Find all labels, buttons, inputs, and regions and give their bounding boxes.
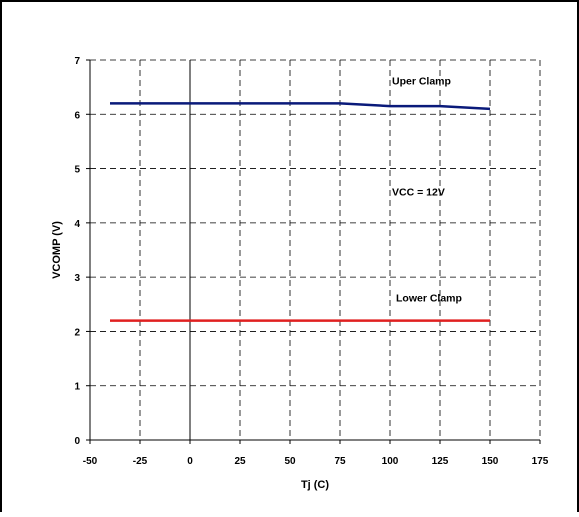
- y-tick-label: 6: [74, 110, 80, 121]
- x-tick-label: -50: [83, 456, 98, 467]
- y-tick-label: 2: [74, 327, 80, 338]
- y-tick-label: 1: [74, 382, 80, 393]
- y-tick-label: 0: [74, 436, 80, 447]
- chart-annotation: Uper Clamp: [392, 75, 451, 87]
- x-tick-label: 175: [532, 456, 549, 467]
- series-layer: [110, 102, 491, 322]
- uper-clamp-line: [110, 102, 491, 111]
- x-tick-label: 100: [382, 456, 399, 467]
- x-axis-title: Tj (C): [301, 479, 329, 491]
- x-tick-label: 25: [234, 456, 246, 467]
- y-tick-label: 4: [74, 219, 80, 230]
- x-tick-label: 75: [334, 456, 346, 467]
- axes-layer: [86, 59, 541, 444]
- y-tick-label: 5: [74, 165, 80, 176]
- chart-annotation: VCC = 12V: [392, 187, 445, 199]
- grid-layer: [90, 59, 541, 440]
- labels-layer: 0 1 2 3 4 5 6 7 -50 -25 0 25 50 75 100 125 150 175 Uper Cl…: [74, 56, 548, 467]
- chart-annotation: Lower Clamp: [396, 293, 462, 305]
- x-tick-label: 50: [284, 456, 296, 467]
- x-tick-label: 0: [187, 456, 193, 467]
- x-tick-label: 150: [482, 456, 499, 467]
- y-tick-label: 3: [74, 273, 80, 284]
- y-axis-title: VCOMP (V): [51, 221, 63, 279]
- y-tick-label: 7: [74, 56, 80, 67]
- x-tick-label: 125: [432, 456, 449, 467]
- x-tick-label: -25: [133, 456, 148, 467]
